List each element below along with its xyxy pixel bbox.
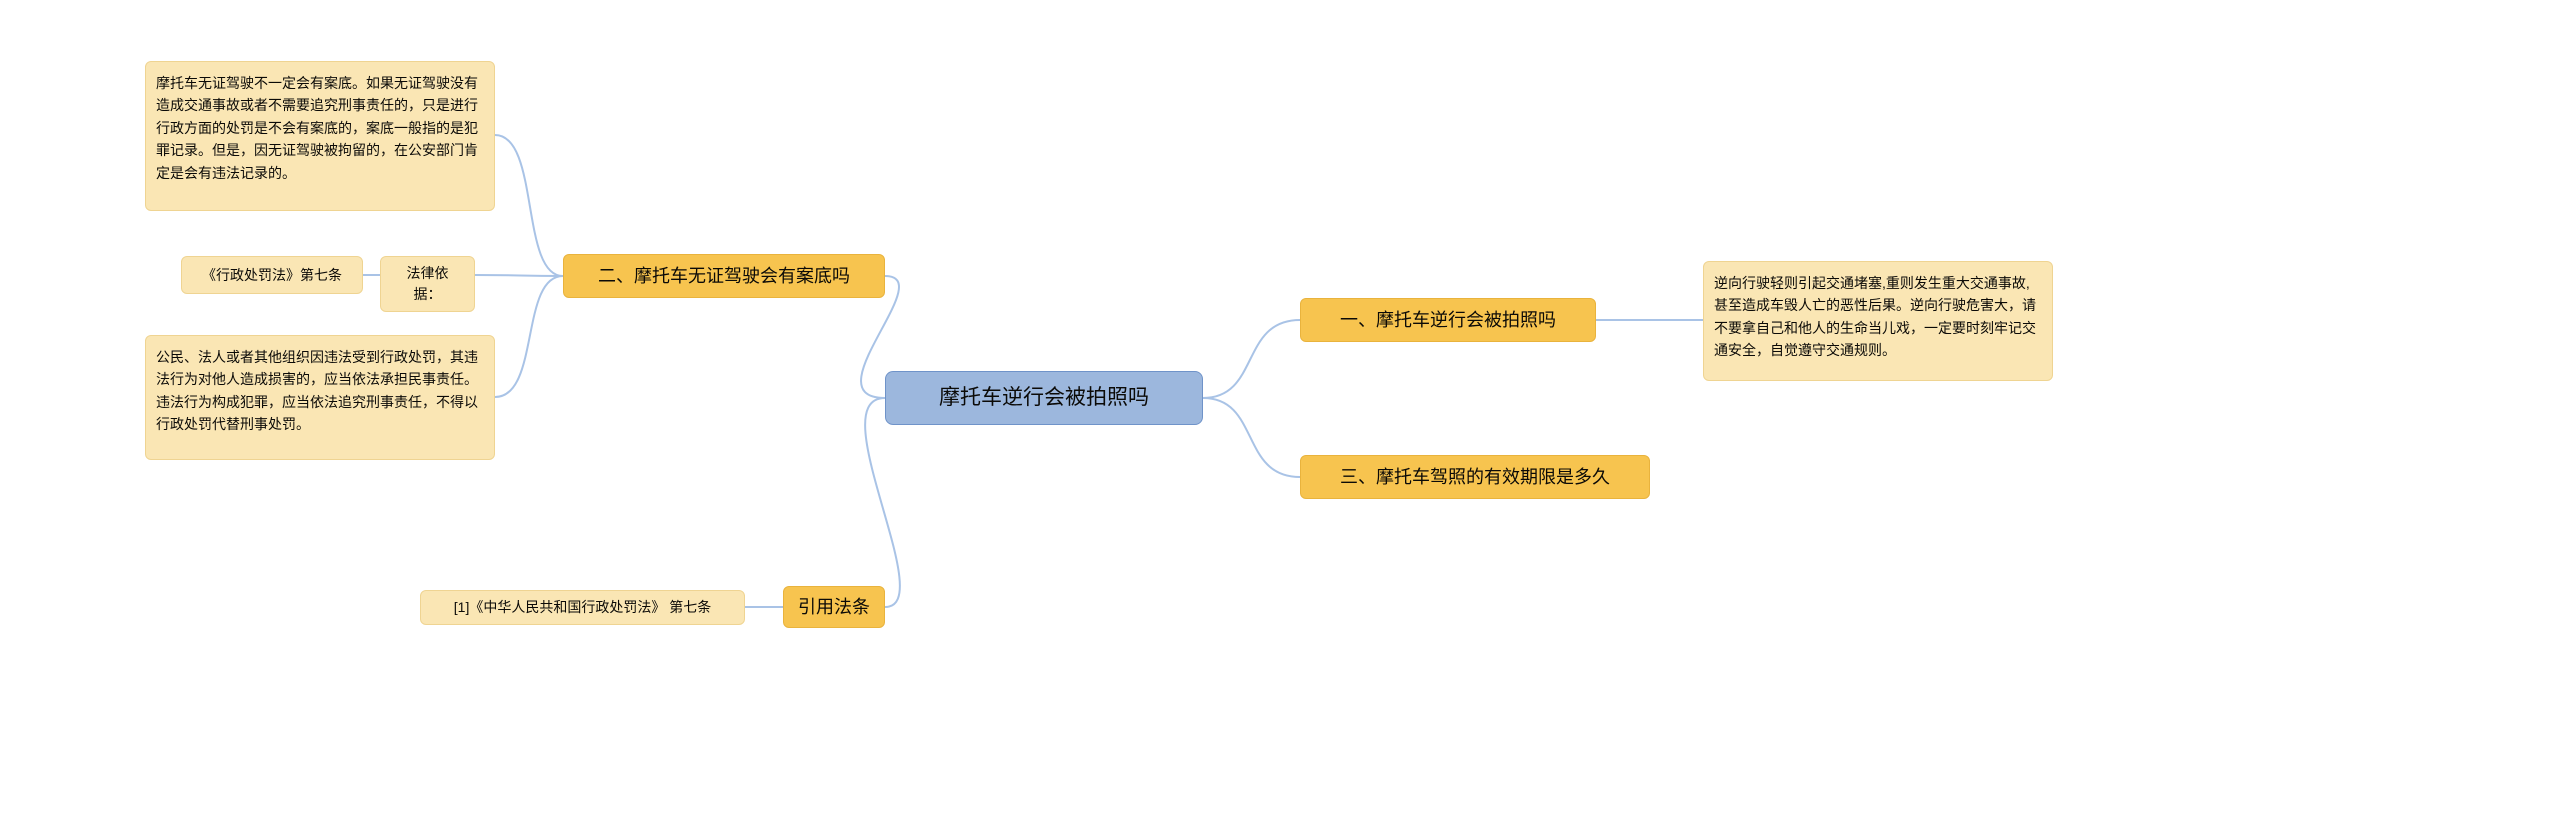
branch-1-detail-text: 逆向行驶轻则引起交通堵塞,重则发生重大交通事故,甚至造成车毁人亡的恶性后果。逆向… — [1714, 275, 2036, 358]
connector — [1203, 398, 1300, 477]
branch-2-node[interactable]: 二、摩托车无证驾驶会有案底吗 — [563, 254, 885, 298]
legal-basis-node[interactable]: 法律依据： — [380, 256, 475, 312]
mindmap-canvas: 摩托车逆行会被拍照吗 一、摩托车逆行会被拍照吗 三、摩托车驾照的有效期限是多久 … — [0, 0, 2560, 826]
citation-node[interactable]: 引用法条 — [783, 586, 885, 628]
branch-3-node[interactable]: 三、摩托车驾照的有效期限是多久 — [1300, 455, 1650, 499]
branch-1-label: 一、摩托车逆行会被拍照吗 — [1340, 307, 1556, 334]
citation-ref-node[interactable]: [1]《中华人民共和国行政处罚法》 第七条 — [420, 590, 745, 625]
branch-2-label: 二、摩托车无证驾驶会有案底吗 — [598, 263, 850, 290]
branch-1-detail: 逆向行驶轻则引起交通堵塞,重则发生重大交通事故,甚至造成车毁人亡的恶性后果。逆向… — [1703, 261, 2053, 381]
citation-label: 引用法条 — [798, 594, 870, 621]
legal-ref-node[interactable]: 《行政处罚法》第七条 — [181, 256, 363, 294]
branch-2-detail-bottom: 公民、法人或者其他组织因违法受到行政处罚，其违法行为对他人造成损害的，应当依法承… — [145, 335, 495, 460]
branch-2-detail-bottom-text: 公民、法人或者其他组织因违法受到行政处罚，其违法行为对他人造成损害的，应当依法承… — [156, 349, 478, 432]
connector — [475, 275, 563, 276]
branch-1-node[interactable]: 一、摩托车逆行会被拍照吗 — [1300, 298, 1596, 342]
root-label: 摩托车逆行会被拍照吗 — [939, 382, 1149, 414]
branch-2-detail-top-text: 摩托车无证驾驶不一定会有案底。如果无证驾驶没有造成交通事故或者不需要追究刑事责任… — [156, 75, 478, 181]
root-node[interactable]: 摩托车逆行会被拍照吗 — [885, 371, 1203, 425]
connector — [495, 135, 563, 276]
legal-basis-label: 法律依据： — [393, 263, 462, 305]
connector — [1203, 320, 1300, 398]
branch-3-label: 三、摩托车驾照的有效期限是多久 — [1340, 464, 1610, 491]
connector — [865, 398, 900, 607]
connector — [495, 276, 563, 397]
citation-ref-label: [1]《中华人民共和国行政处罚法》 第七条 — [454, 597, 711, 618]
legal-ref-label: 《行政处罚法》第七条 — [202, 265, 342, 286]
branch-2-detail-top: 摩托车无证驾驶不一定会有案底。如果无证驾驶没有造成交通事故或者不需要追究刑事责任… — [145, 61, 495, 211]
